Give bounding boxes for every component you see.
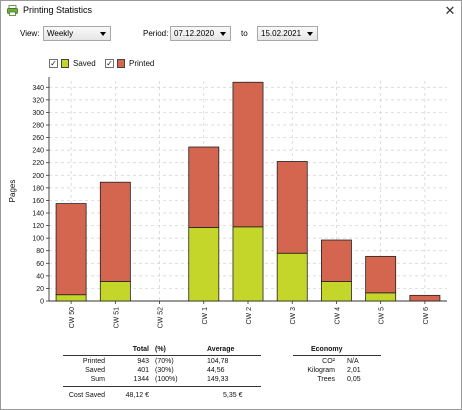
y-tick-label: 260 (32, 135, 44, 142)
period-from-value: 07.12.2020 (174, 29, 215, 38)
saved-legend-label: Saved (73, 59, 96, 68)
y-tick-label: 220 (32, 160, 44, 167)
printed-checkbox[interactable]: ✓ (105, 59, 114, 68)
y-tick-label: 40 (36, 273, 44, 280)
cost-saved-label: Cost Saved (68, 392, 105, 399)
y-tick-label: 160 (32, 198, 44, 205)
chevron-down-icon (100, 32, 106, 36)
x-tick-label: CW 2 (246, 307, 253, 325)
period-to-value: 15.02.2021 (261, 29, 302, 38)
trees-value: 0,05 (347, 376, 361, 383)
cost-saved-average: 5,35 € (223, 392, 243, 399)
sum-pct: (100%) (155, 376, 178, 383)
close-button[interactable]: ✕ (441, 2, 459, 19)
cost-divider (63, 386, 261, 387)
to-label: to (241, 29, 248, 38)
saved-swatch (61, 59, 69, 68)
printed-average: 104,78 (207, 358, 229, 365)
trees-label: Trees (317, 376, 335, 383)
bar-printed (276, 161, 308, 254)
bar-printed (232, 81, 264, 228)
kilogram-label: Kilogram (307, 367, 335, 374)
kilogram-value: 2,01 (347, 367, 361, 374)
printed-legend-label: Printed (129, 59, 155, 68)
printer-app-icon (7, 5, 18, 16)
y-axis-label: Pages (8, 180, 17, 203)
view-select[interactable]: Weekly (43, 26, 111, 41)
bar-printed (55, 203, 87, 296)
bar-printed (321, 239, 352, 282)
y-tick-label: 180 (32, 185, 44, 192)
saved-average: 44,56 (207, 367, 225, 374)
period-label: Period: (143, 29, 169, 38)
title-bar: Printing Statistics ✕ (1, 1, 461, 21)
x-tick-label: CW 5 (379, 307, 386, 325)
bar-saved (365, 292, 397, 302)
window-title: Printing Statistics (23, 5, 93, 15)
y-tick-label: 300 (32, 110, 44, 117)
average-header: Average (207, 346, 235, 353)
y-tick-label: 200 (32, 173, 44, 180)
co2-value: N/A (347, 358, 359, 365)
printed-total: 943 (137, 358, 149, 365)
economy-divider (293, 355, 381, 356)
y-tick-label: 120 (32, 223, 44, 230)
view-label: View: (20, 29, 40, 38)
pages-bar-chart: 0 20 40 60 80 100 120 140 160 180 200 220 240 260 280 3… (8, 77, 447, 329)
saved-total: 401 (137, 367, 149, 374)
period-from-select[interactable]: 07.12.2020 (170, 26, 231, 41)
close-icon: ✕ (444, 3, 456, 18)
sum-row-label: Sum (90, 376, 105, 383)
bar-saved (321, 281, 352, 302)
y-tick-label: 340 (32, 85, 44, 92)
saved-checkbox[interactable]: ✓ (49, 59, 58, 68)
printed-pct: (70%) (155, 358, 174, 365)
x-tick-label: CW 51 (113, 307, 120, 329)
view-select-value: Weekly (47, 29, 74, 38)
x-tick-label: CW 1 (202, 307, 209, 325)
x-tick-label: CW 3 (290, 307, 297, 325)
co2-label: CO² (322, 358, 335, 365)
cost-saved-total: 48,12 € (125, 392, 149, 399)
bar-saved (55, 294, 87, 302)
stats-divider (63, 355, 261, 356)
bar-saved (99, 281, 131, 302)
total-header: Total (132, 346, 149, 353)
printed-row-label: Printed (82, 358, 105, 365)
chevron-down-icon (220, 32, 226, 36)
bar-printed (188, 146, 220, 228)
x-tick-label: CW 52 (158, 307, 165, 329)
x-tick-label: CW 50 (69, 307, 76, 329)
bar-saved (188, 227, 220, 302)
economy-header: Economy (311, 346, 343, 353)
y-tick-label: 0 (40, 299, 44, 306)
saved-pct: (30%) (155, 367, 174, 374)
x-tick-label: CW 4 (334, 307, 341, 325)
saved-row-label: Saved (85, 367, 105, 374)
bar-saved (232, 226, 264, 302)
chevron-down-icon (307, 32, 313, 36)
y-tick-label: 20 (36, 286, 44, 293)
period-to-select[interactable]: 15.02.2021 (257, 26, 318, 41)
printed-swatch (117, 59, 125, 68)
bar-printed (365, 255, 397, 294)
y-tick-label: 140 (32, 211, 44, 218)
y-tick-label: 320 (32, 97, 44, 104)
bar-printed (99, 181, 131, 282)
sum-total: 1344 (133, 376, 149, 383)
y-tick-label: 80 (36, 248, 44, 255)
toolbar: View: Weekly Period: 07.12.2020 to 15.02… (1, 23, 461, 45)
statistics-panel: Total (%) Average Economy Printed 943 (7… (1, 343, 461, 409)
bar-printed (409, 294, 441, 302)
bar-saved (276, 252, 308, 302)
sum-average: 149,33 (207, 376, 229, 383)
x-tick-label: CW 6 (423, 307, 430, 325)
y-tick-label: 240 (32, 148, 44, 155)
y-tick-label: 60 (36, 261, 44, 268)
y-tick-label: 280 (32, 123, 44, 130)
pct-header: (%) (155, 346, 166, 353)
y-tick-label: 100 (32, 236, 44, 243)
